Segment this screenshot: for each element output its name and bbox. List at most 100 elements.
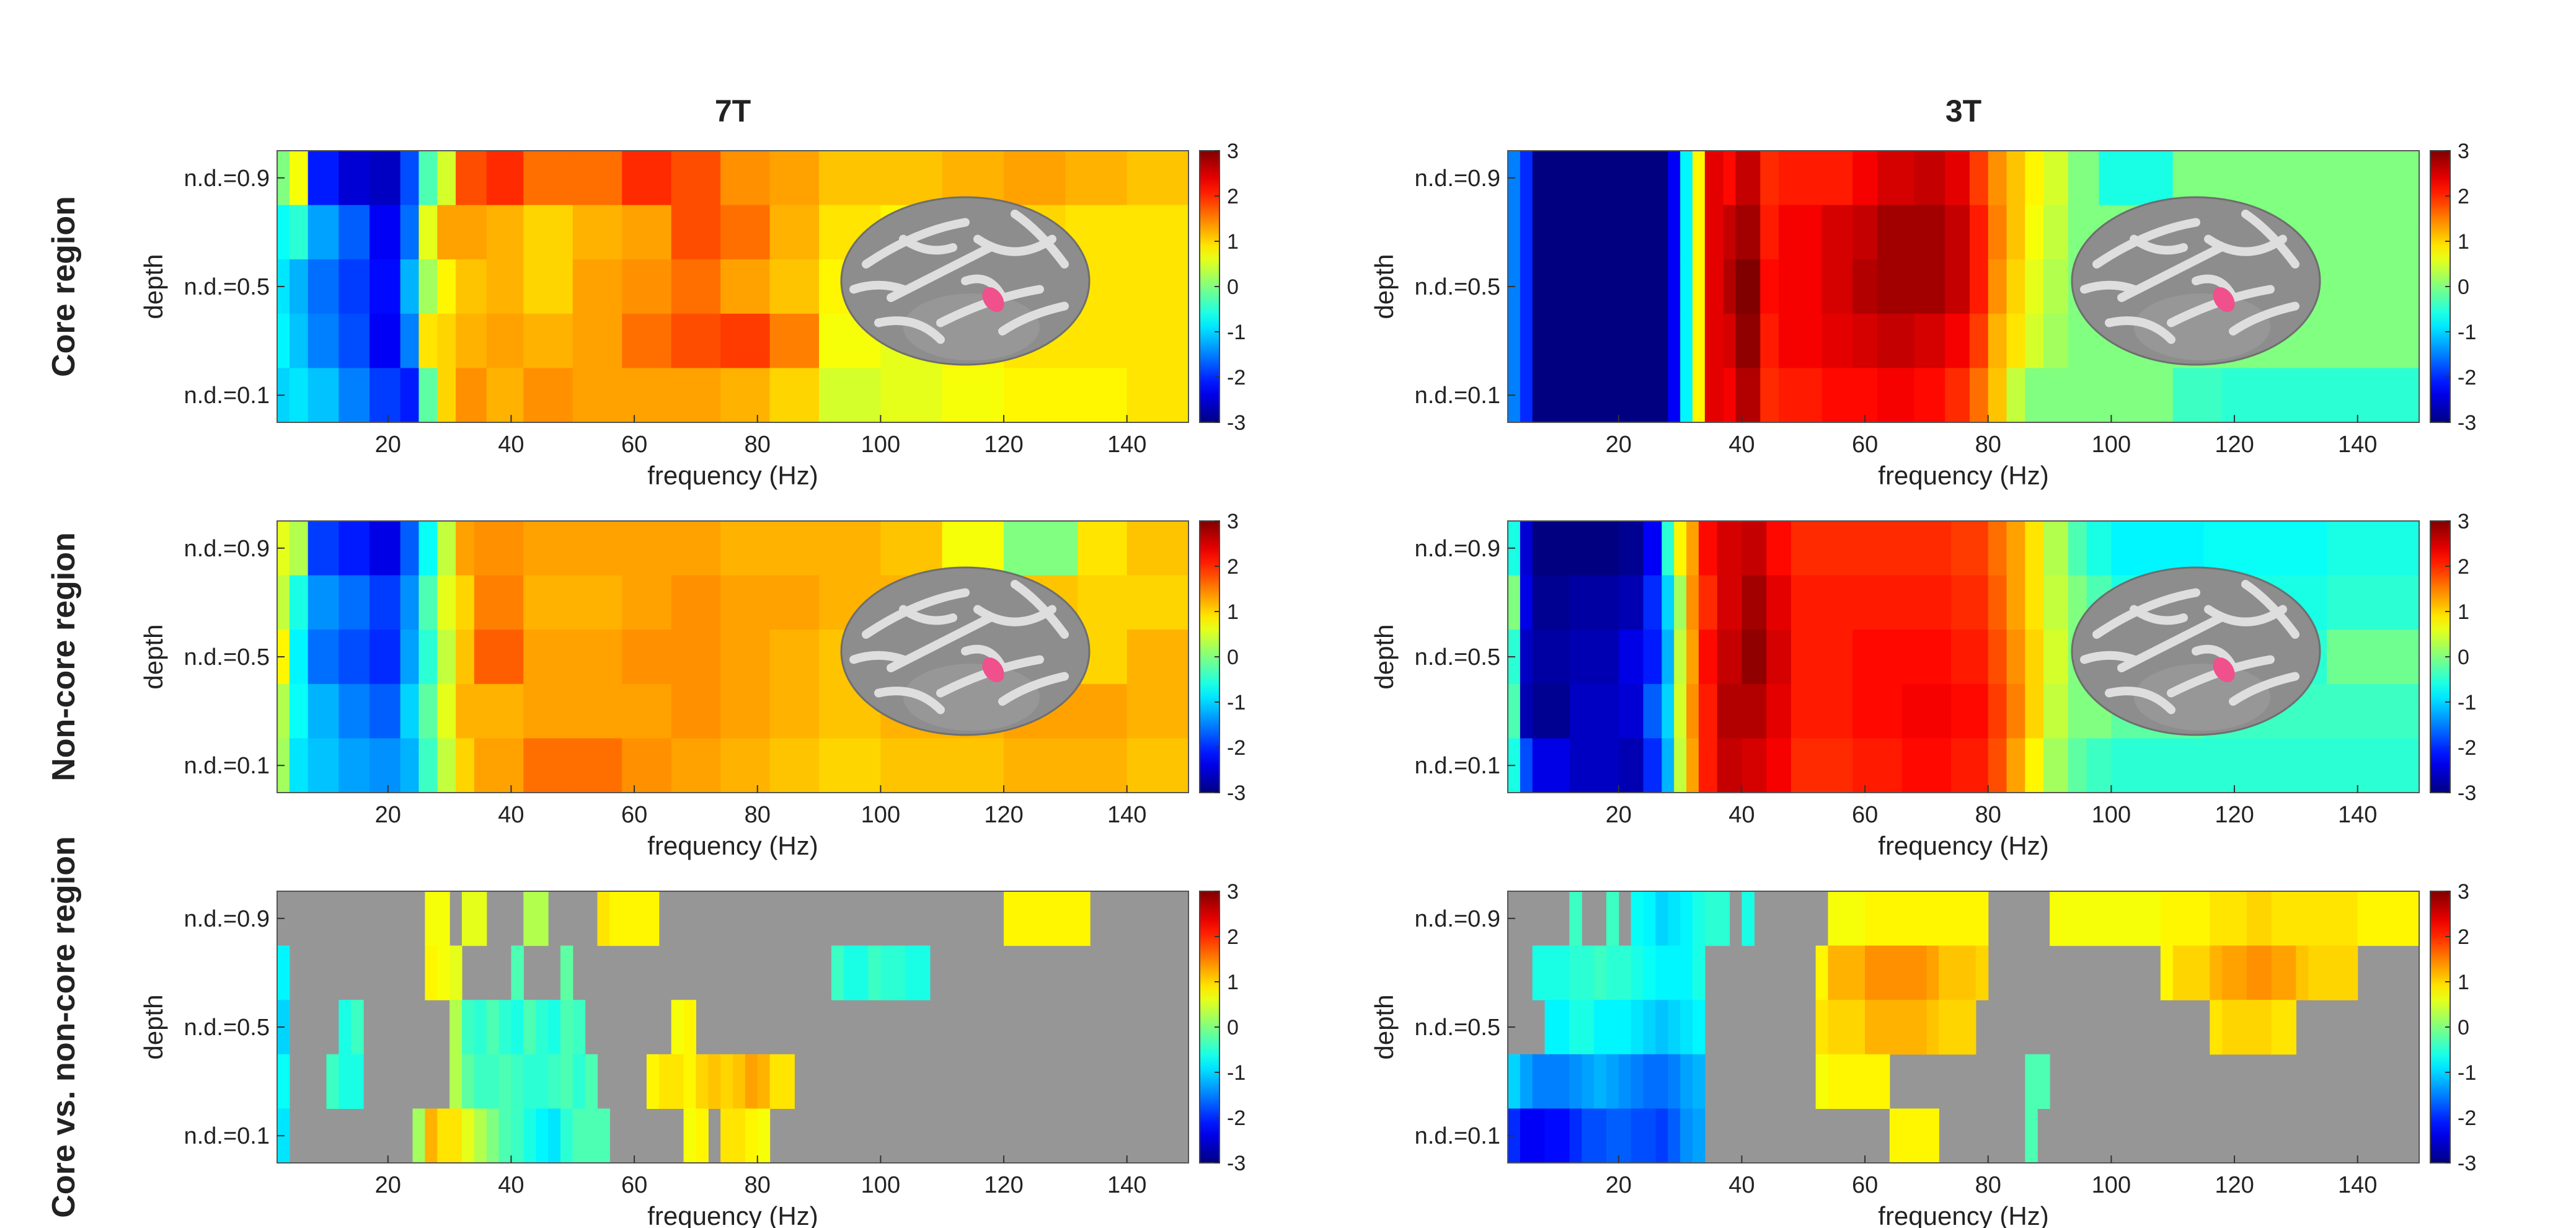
highlighted-region: [982, 287, 1004, 312]
heatmap-cell: [369, 575, 401, 630]
heatmap-cell: [1951, 683, 1989, 739]
heatmap-cell: [671, 368, 721, 423]
heatmap-cell: [1742, 575, 1767, 630]
heatmap-cell: [1969, 313, 1989, 368]
heatmap-cell: [523, 738, 573, 793]
heatmap-cell: [572, 368, 622, 423]
heatmap-cell: [486, 151, 524, 206]
heatmap-cell: [474, 1000, 487, 1055]
brain-sulcus: [849, 651, 908, 664]
heatmap-cell: [1078, 575, 1128, 630]
heatmap-cell: [2043, 738, 2069, 793]
heatmap-cell: [2086, 521, 2112, 576]
heatmap-cell: [1951, 575, 1989, 630]
heatmap-cell: [622, 683, 672, 739]
heatmap-cell: [1606, 891, 1619, 946]
x-tick-label: 40: [498, 1172, 524, 1198]
heatmap-cell: [2050, 891, 2161, 946]
heatmap-cell: [560, 1108, 573, 1163]
heatmap-cell: [1668, 259, 1681, 314]
x-tick-label: 120: [984, 802, 1023, 828]
heatmap-cell: [1532, 205, 1668, 260]
heatmap-cell: [1126, 738, 1189, 793]
heatmap-cell: [277, 205, 290, 260]
heatmap-cell: [339, 313, 370, 368]
heatmap-cell: [769, 630, 820, 685]
heatmap-cell: [1078, 683, 1128, 739]
heatmap-cell: [339, 368, 370, 423]
heatmap-cell: [1723, 205, 1737, 260]
heatmap-cell: [351, 1000, 364, 1055]
heatmap-cell: [1790, 575, 1853, 630]
heatmap-cell: [1532, 630, 1570, 685]
heatmap-cell: [1828, 945, 1866, 1000]
heatmap-cell: [1569, 630, 1619, 685]
heatmap-cell: [1655, 945, 1668, 1000]
heatmap-cell: [905, 945, 931, 1000]
x-tick-label: 20: [375, 1172, 401, 1198]
heatmap-cell: [437, 1108, 450, 1163]
heatmap-cell: [511, 1054, 524, 1109]
heatmap-cell: [1717, 575, 1743, 630]
heatmap-cell: [400, 205, 420, 260]
heatmap-cell: [461, 1000, 475, 1055]
heatmap-cell: [2043, 630, 2069, 685]
heatmap-cell: [2327, 738, 2420, 793]
colorbar-tick-label: -2: [1227, 366, 1246, 389]
heatmap-cell: [1988, 521, 2007, 576]
heatmap-cell: [1988, 313, 2007, 368]
colorbar-tick-label: 0: [1227, 275, 1239, 299]
heatmap-cell: [622, 151, 672, 206]
heatmap-cell: [1914, 368, 1945, 423]
heatmap-cell: [572, 205, 622, 260]
brain-sulcus: [1011, 580, 1069, 639]
heatmap-cell: [1569, 891, 1582, 946]
heatmap-cell: [1760, 259, 1779, 314]
heatmap-cell: [671, 259, 721, 314]
heatmap-cell: [2296, 891, 2309, 946]
heatmap-cell: [1594, 1000, 1607, 1055]
heatmap-cell: [2111, 521, 2204, 576]
heatmap-cell: [671, 575, 721, 630]
heatmap-cell: [1662, 575, 1675, 630]
heatmap-cell: [2025, 521, 2044, 576]
heatmap-cell: [1742, 738, 1767, 793]
heatmap-cell: [1662, 738, 1675, 793]
heatmap-cell: [819, 738, 881, 793]
x-tick-label: 100: [861, 1172, 900, 1198]
heatmap-cell: [572, 1108, 586, 1163]
heatmap-cell: [683, 1054, 697, 1109]
heatmap-cell: [474, 1108, 487, 1163]
heatmap-cell: [1901, 738, 1952, 793]
y-tick-label: n.d.=0.5: [184, 274, 270, 300]
heatmap-cell: [2025, 151, 2044, 206]
heatmap-cell: [2172, 368, 2223, 423]
heatmap-cell: [1760, 205, 1779, 260]
heatmap-cell: [1692, 151, 1706, 206]
brain-sulcus: [998, 301, 1069, 336]
x-tick-label: 120: [2215, 432, 2254, 458]
heatmap-cell: [1662, 630, 1675, 685]
heatmap-cell: [2271, 891, 2296, 946]
heatmap-cell: [1065, 313, 1128, 368]
heatmap-cell: [1945, 368, 1970, 423]
heatmap-cell: [1643, 1000, 1656, 1055]
heatmap-cell: [769, 575, 820, 630]
brain-sulcus: [2092, 218, 2200, 269]
heatmap-cell: [474, 575, 524, 630]
heatmap-cell: [1680, 1054, 1693, 1109]
heatmap-cell: [308, 151, 339, 206]
heatmap-cell: [1815, 945, 1829, 1000]
colorbar-tick-label: -1: [1227, 1061, 1246, 1085]
heatmap-cell: [2025, 738, 2044, 793]
y-axis-label: depth: [139, 624, 168, 689]
x-tick-label: 100: [861, 432, 900, 458]
heatmap-cell: [2160, 891, 2174, 946]
colorbar-tick-label: -3: [2458, 411, 2476, 435]
heatmap-cell: [511, 1108, 524, 1163]
heatmap-cell: [1004, 368, 1066, 423]
heatmap-cell: [1692, 1000, 1706, 1055]
heatmap-cell: [942, 521, 1004, 576]
heatmap-cell: [1662, 521, 1675, 576]
heatmap-cell: [671, 1000, 684, 1055]
